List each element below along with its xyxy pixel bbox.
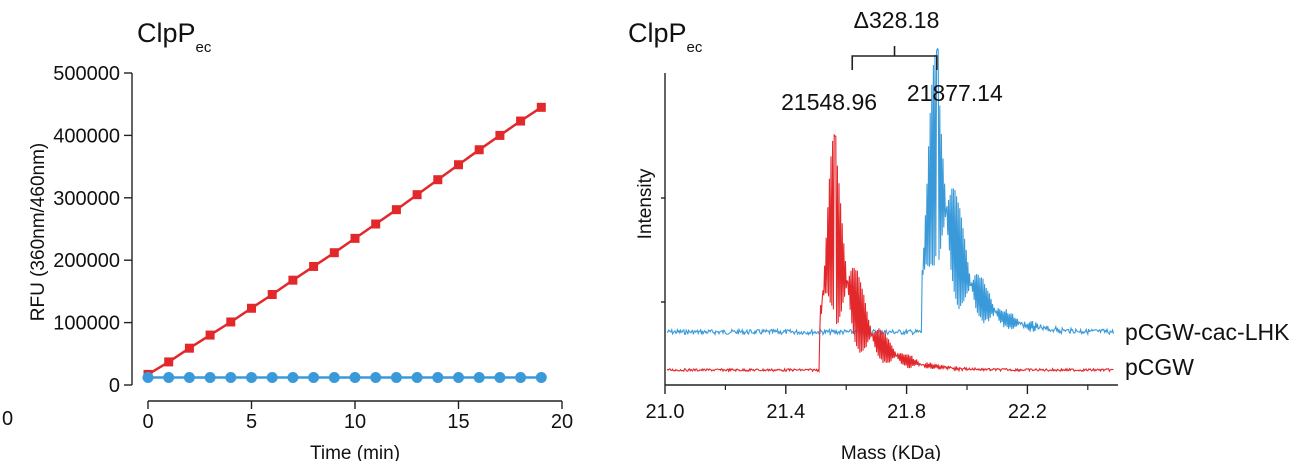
left-data-point xyxy=(432,372,444,384)
left-series-0 xyxy=(143,102,546,379)
peak-label: 21548.96 xyxy=(781,89,877,115)
left-x-tick-label: 0 xyxy=(142,411,153,433)
right-x-axis-title: Mass (KDa) xyxy=(841,443,941,461)
left-data-point xyxy=(205,330,215,340)
left-data-point xyxy=(164,357,174,367)
left-data-point xyxy=(329,248,339,258)
left-y-axis-title: RFU (360nm/460nm) xyxy=(28,143,49,321)
left-data-point xyxy=(349,372,361,384)
left-data-point xyxy=(454,160,463,170)
left-data-point xyxy=(184,343,194,353)
left-data-point xyxy=(309,261,319,271)
right-annotations: 21548.96 21877.14 Δ328.18 xyxy=(781,7,1003,115)
spectrum-trace-1: pCGW xyxy=(666,133,1194,380)
left-series-group xyxy=(142,102,547,384)
delta-bracket xyxy=(851,46,938,70)
left-title-sub: ec xyxy=(196,39,212,56)
left-data-point xyxy=(183,372,195,384)
left-data-point xyxy=(204,372,216,384)
left-data-point xyxy=(267,290,277,300)
right-axes: 21.0 21.4 21.8 22.2 xyxy=(646,73,1118,423)
left-y-tick-label: 200000 xyxy=(53,250,120,272)
spectrum-trace-0: pCGW-cac-LHK xyxy=(666,47,1290,345)
kinetics-chart: ClpPec 0 5 10 15 20 0 100000 200000 300000 400000… xyxy=(28,18,573,461)
peak-label: 21877.14 xyxy=(907,80,1003,106)
left-x-tick-label: 5 xyxy=(246,411,257,433)
left-data-point xyxy=(266,372,278,384)
left-y-tick-label: 500000 xyxy=(53,63,120,85)
left-data-point xyxy=(494,372,506,384)
left-data-point xyxy=(474,145,484,155)
left-data-point xyxy=(163,372,175,384)
left-data-point xyxy=(225,372,237,384)
spectrum-line xyxy=(666,47,1114,337)
series-label: pCGW-cac-LHK xyxy=(1125,319,1290,345)
left-data-point xyxy=(247,303,256,313)
left-y-tick-label: 400000 xyxy=(53,125,120,147)
left-title-main: ClpP xyxy=(137,18,196,48)
left-data-point xyxy=(473,372,485,384)
left-data-point xyxy=(433,175,443,185)
delta-label: Δ328.18 xyxy=(854,7,940,33)
right-x-tick-label: 21.4 xyxy=(766,401,805,423)
left-y-tick-label: 300000 xyxy=(53,188,120,210)
left-data-point xyxy=(495,130,505,140)
left-data-point xyxy=(371,219,381,229)
series-label: pCGW xyxy=(1125,354,1194,380)
left-series-1 xyxy=(142,372,547,384)
left-data-point xyxy=(536,102,546,112)
left-data-point xyxy=(308,372,320,384)
left-x-tick-label: 10 xyxy=(344,411,366,433)
left-data-point xyxy=(411,372,423,384)
left-data-point xyxy=(370,372,382,384)
left-data-point xyxy=(516,116,526,126)
spectrum-line xyxy=(666,133,1114,374)
left-data-point xyxy=(328,372,340,384)
left-data-point xyxy=(535,372,547,384)
left-data-point xyxy=(412,190,422,200)
page-edge-label: 0 xyxy=(2,408,13,430)
left-data-point xyxy=(515,372,527,384)
left-data-point xyxy=(287,372,299,384)
left-x-tick-label: 15 xyxy=(447,411,469,433)
left-y-tick-label: 0 xyxy=(109,375,120,397)
left-x-tick-label: 20 xyxy=(551,411,573,433)
left-data-point xyxy=(350,233,360,243)
right-x-tick-label: 21.8 xyxy=(887,401,926,423)
right-series-group: pCGW-cac-LHK pCGW xyxy=(666,47,1290,380)
left-data-point xyxy=(453,372,464,384)
right-y-axis-title: Intensity xyxy=(635,168,656,239)
left-data-point xyxy=(288,275,298,285)
right-x-tick-label: 22.2 xyxy=(1008,401,1047,423)
left-y-tick-label: 100000 xyxy=(53,313,120,335)
right-title-main: ClpP xyxy=(628,18,687,48)
left-axes: 0 5 10 15 20 0 100000 200000 300000 400000 500000 xyxy=(53,63,573,433)
left-data-point xyxy=(226,317,236,327)
left-title: ClpPec xyxy=(137,18,212,56)
right-title: ClpPec xyxy=(628,18,703,56)
left-data-point xyxy=(142,372,154,384)
right-title-sub: ec xyxy=(687,39,703,56)
left-data-point xyxy=(246,372,257,384)
mass-spectrum-chart: ClpPec 21.0 21.4 21.8 22.2 pCGW-cac-LHKpCGW… xyxy=(628,7,1290,461)
left-x-axis-title: Time (min) xyxy=(310,443,400,461)
left-data-point xyxy=(390,372,402,384)
right-x-tick-label: 21.0 xyxy=(646,401,685,423)
left-data-point xyxy=(391,205,401,215)
